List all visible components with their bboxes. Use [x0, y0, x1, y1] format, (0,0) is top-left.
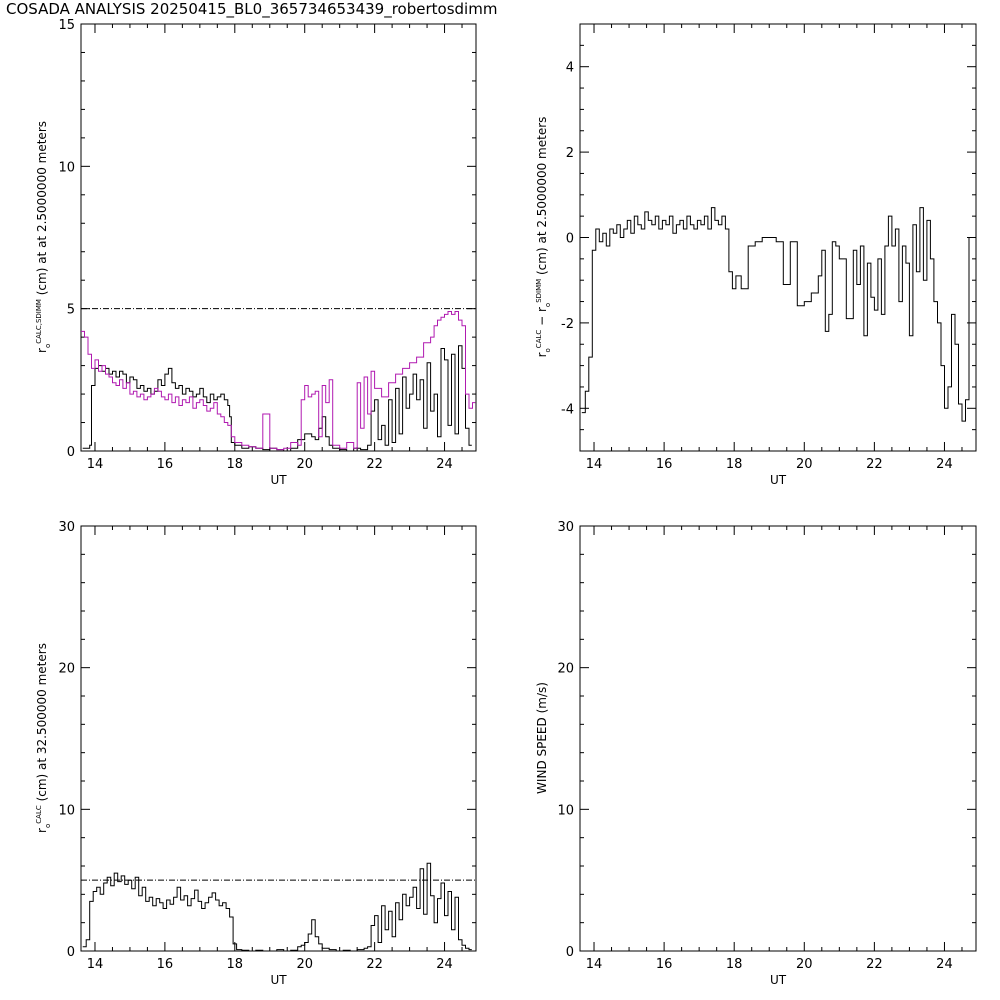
plot-frame	[579, 525, 977, 952]
x-axis-label: UT	[270, 473, 287, 487]
series-line-1	[581, 207, 976, 422]
x-tick-label: 16	[157, 457, 174, 472]
x-tick-label: 18	[726, 457, 743, 472]
series-line-1	[82, 862, 472, 952]
y-tick-label: -2	[561, 317, 574, 332]
page-title: COSADA ANALYSIS 20250415_BL0_36573465343…	[6, 0, 498, 18]
x-tick-label: 22	[866, 957, 883, 972]
y-tick-label: 5	[67, 303, 75, 318]
y-axis-label: roCALC,SDIMM (cm) at at 2.5000000 meters	[35, 121, 52, 353]
x-tick-label: 16	[157, 957, 174, 972]
y-tick-label: 10	[557, 803, 574, 818]
x-tick-label: 24	[936, 957, 953, 972]
x-axis-label: UT	[770, 473, 787, 487]
y-tick-label: 4	[566, 61, 574, 76]
x-tick-label: 22	[366, 957, 383, 972]
series-line-1	[82, 345, 472, 452]
y-tick-label: 20	[557, 662, 574, 677]
x-tick-label: 20	[796, 457, 813, 472]
y-tick-label: -4	[561, 402, 574, 417]
plot-frame	[80, 525, 477, 952]
panel-1: 14 16 18 20 22 24 0 5 10 15 UT roCALC,SDIMM (cm) at…	[35, 18, 477, 487]
y-axis-label: roCALC − roSDIMM (cm) at 2.5000000 meter…	[535, 117, 552, 358]
x-tick-label: 14	[87, 457, 104, 472]
x-tick-label: 14	[586, 957, 603, 972]
x-tick-label: 18	[227, 457, 244, 472]
plot-frame	[80, 23, 477, 452]
y-tick-label: 0	[67, 945, 75, 960]
y-tick-label: 0	[67, 445, 75, 460]
y-tick-label: 2	[566, 146, 574, 161]
y-axis-label: roCALC (cm) at 32.500000 meters	[35, 643, 52, 833]
y-tick-label: 10	[58, 803, 75, 818]
x-tick-label: 20	[796, 957, 813, 972]
y-tick-label: 30	[557, 520, 574, 535]
x-tick-label: 22	[866, 457, 883, 472]
y-tick-label: 30	[58, 520, 75, 535]
series-line-2	[81, 311, 476, 451]
x-tick-label: 24	[436, 457, 453, 472]
x-axis-label: UT	[270, 973, 287, 987]
y-tick-label: 0	[566, 232, 574, 247]
x-tick-label: 18	[726, 957, 743, 972]
panel-4: 14 16 18 20 22 24 0 10 20 30 UT WIND SPEED (m/s)	[535, 520, 977, 987]
x-tick-label: 14	[87, 957, 104, 972]
x-tick-label: 14	[586, 457, 603, 472]
x-tick-label: 24	[436, 957, 453, 972]
y-tick-label: 10	[58, 160, 75, 175]
y-tick-label: 0	[566, 945, 574, 960]
y-axis-label: WIND SPEED (m/s)	[535, 682, 549, 794]
x-tick-label: 16	[656, 457, 673, 472]
y-tick-label: 20	[58, 662, 75, 677]
x-tick-label: 22	[366, 457, 383, 472]
x-tick-label: 18	[227, 957, 244, 972]
x-tick-label: 20	[296, 957, 313, 972]
x-tick-label: 16	[656, 957, 673, 972]
panel-3: 14 16 18 20 22 24 0 10 20 30 UT roCALC (cm) at 32.5…	[35, 520, 477, 987]
x-tick-label: 24	[936, 457, 953, 472]
y-tick-label: 15	[58, 18, 75, 33]
x-tick-label: 20	[296, 457, 313, 472]
x-axis-label: UT	[770, 973, 787, 987]
